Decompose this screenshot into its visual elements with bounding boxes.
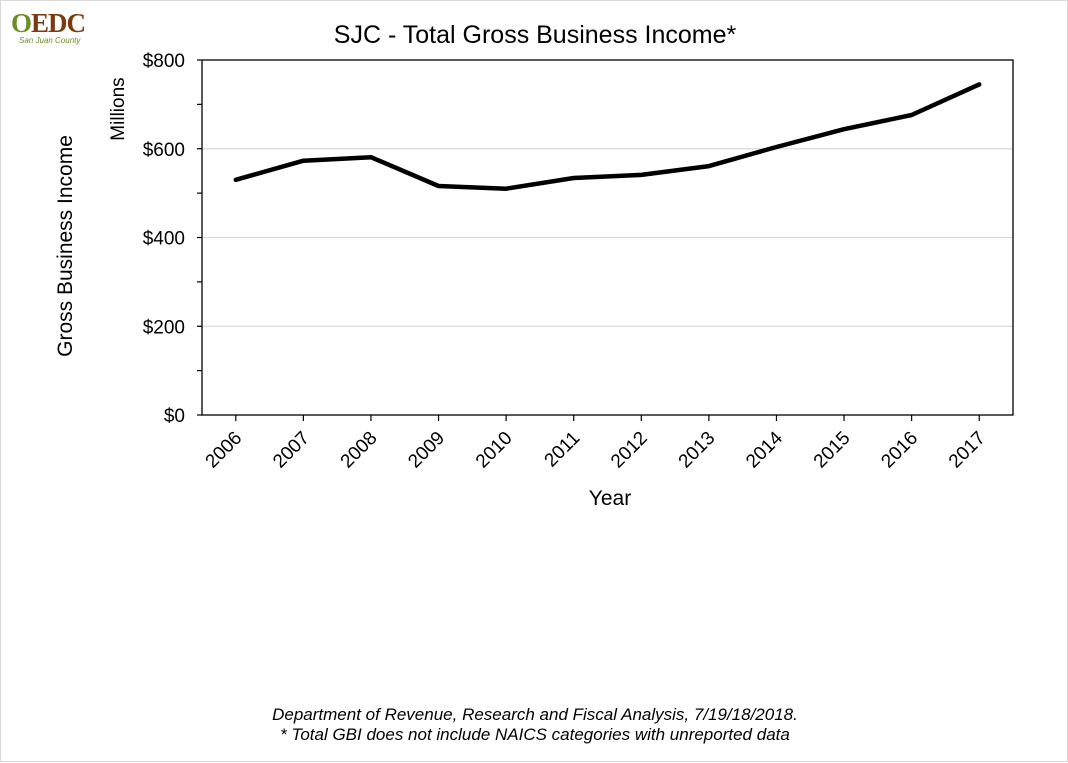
x-tick-label: 2007 — [269, 428, 314, 473]
x-tick-label: 2011 — [541, 428, 585, 472]
y-axis-title: Gross Business Income — [54, 135, 77, 357]
x-tick-label: 2012 — [607, 428, 652, 473]
x-axis-title: Year — [589, 487, 631, 510]
x-tick-label: 2006 — [202, 428, 247, 473]
y-tick-label: $400 — [143, 229, 185, 250]
x-tick-label: 2015 — [810, 428, 855, 473]
series-line — [233, 82, 982, 191]
x-tick-label: 2017 — [945, 428, 990, 473]
chart-title: SJC - Total Gross Business Income* — [333, 21, 737, 49]
x-tick-label: 2009 — [404, 428, 449, 473]
y-tick-label: $600 — [143, 140, 185, 161]
y-tick-label: $0 — [164, 406, 185, 427]
y-unit-label: Millions — [108, 77, 129, 140]
x-tick-label: 2016 — [877, 428, 922, 473]
edc-logo: OEDC San Juan County — [11, 9, 101, 47]
logo-edc-text: EDC — [31, 8, 86, 38]
x-tick-label: 2008 — [337, 428, 382, 473]
logo-sub-text: San Juan County — [19, 36, 81, 45]
logo-main-text: OEDC — [11, 8, 86, 38]
y-tick-label: $800 — [143, 51, 185, 72]
x-tick-label: 2014 — [742, 427, 787, 472]
y-tick-label: $200 — [143, 317, 185, 338]
x-tick-label: 2013 — [675, 428, 720, 473]
gbi-footnote: * Total GBI does not include NAICS categ… — [280, 725, 790, 744]
logo-leaf-icon: O — [11, 8, 32, 38]
source-footnote: Department of Revenue, Research and Fisc… — [272, 705, 798, 724]
x-tick-label: 2010 — [472, 428, 517, 473]
